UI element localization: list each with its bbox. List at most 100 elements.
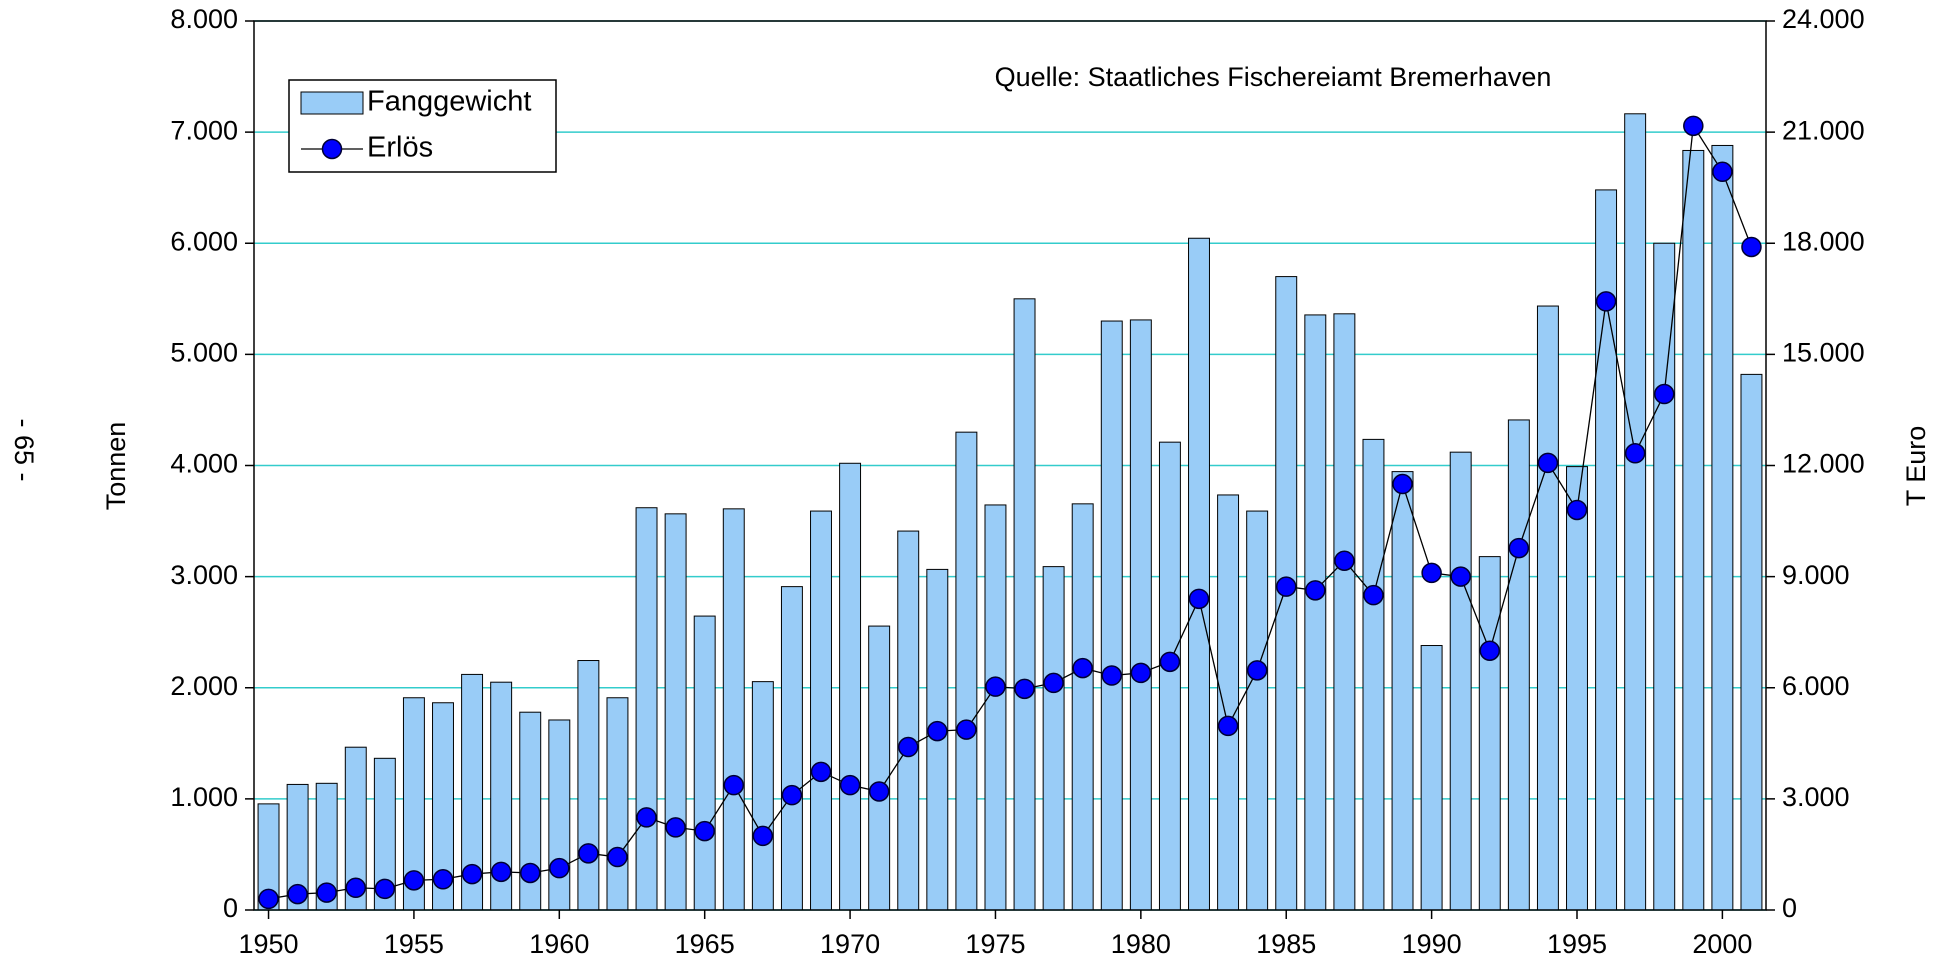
marker: [1508, 537, 1530, 559]
marker: [1072, 657, 1093, 679]
bar: [1246, 510, 1269, 911]
marker: [1392, 473, 1413, 495]
marker: [1683, 115, 1704, 137]
legend-swatch: [300, 91, 364, 115]
x-tick-label: 1965: [675, 929, 735, 959]
y-tick-label: 6.000: [170, 226, 238, 256]
marker: [1188, 588, 1210, 610]
x-tick-label: 2000: [1692, 929, 1752, 959]
marker: [1450, 566, 1471, 587]
line: [268, 123, 1753, 900]
y-tick-label: 3.000: [170, 560, 238, 590]
y2-tick-label: 9.000: [1782, 560, 1850, 590]
bar: [548, 719, 571, 911]
marker: [519, 862, 541, 884]
annotation: Quelle: Staatliches Fischereiamt Bremerh…: [995, 62, 1552, 92]
marker: [403, 870, 425, 891]
marker: [1246, 660, 1268, 681]
bar: [1100, 320, 1123, 911]
bar: [635, 507, 658, 911]
legend-label: Erlös: [367, 132, 433, 164]
y2-tick-label: 18.000: [1782, 226, 1865, 256]
marker: [1421, 562, 1442, 584]
bar: [1304, 314, 1327, 911]
marker: [345, 877, 367, 899]
bar: [868, 625, 891, 911]
marker: [1275, 576, 1297, 597]
marker: [1653, 383, 1675, 405]
y2-tick-label: 21.000: [1782, 115, 1865, 145]
x-tick-label: 1985: [1256, 929, 1316, 959]
y2-tick-label: 6.000: [1782, 671, 1850, 701]
bar: [1449, 451, 1472, 911]
marker: [461, 863, 483, 885]
y-tick-label: 1.000: [170, 782, 238, 812]
x-tick-label: 1950: [238, 929, 298, 959]
x-tick-label: 1990: [1402, 929, 1462, 959]
marker: [752, 825, 774, 847]
marker: [1334, 550, 1355, 571]
bar: [1333, 313, 1356, 911]
bar: [984, 504, 1007, 911]
bar: [1362, 438, 1385, 911]
bar: [751, 681, 774, 911]
marker: [607, 846, 628, 868]
marker: [578, 843, 599, 864]
marker: [1566, 499, 1588, 521]
marker: [1305, 580, 1326, 601]
bar: [577, 660, 600, 911]
bar: [1536, 305, 1559, 911]
marker: [1101, 665, 1123, 686]
marker: [781, 784, 803, 806]
bar: [1391, 471, 1414, 911]
x-tick-label: 1960: [529, 929, 589, 959]
marker: [1159, 651, 1181, 673]
bar: [1420, 645, 1443, 911]
bar: [1653, 242, 1676, 911]
y-tick-label: 8.000: [170, 4, 238, 34]
legend-marker: [321, 138, 343, 160]
y2-tick-label: 24.000: [1782, 4, 1865, 34]
y-tick-label: 7.000: [170, 115, 238, 145]
y2-tick-label: 0: [1782, 893, 1797, 923]
x-tick-label: 1975: [965, 929, 1025, 959]
y2-tick-label: 15.000: [1782, 338, 1865, 368]
bar: [1042, 566, 1065, 911]
x-tick-label: 1995: [1547, 929, 1607, 959]
x-tick-label: 1980: [1111, 929, 1171, 959]
marker: [956, 719, 977, 740]
marker: [1479, 640, 1501, 661]
bar: [810, 510, 832, 911]
bar: [1507, 419, 1530, 911]
marker: [1130, 662, 1152, 684]
marker: [694, 820, 715, 842]
marker: [636, 807, 657, 828]
marker: [839, 774, 861, 796]
x-tick-label: 1955: [384, 929, 444, 959]
marker: [287, 883, 308, 905]
marker: [258, 888, 279, 910]
marker: [985, 676, 1006, 697]
x-tick-label: 1970: [820, 929, 880, 959]
bar: [1158, 441, 1181, 911]
marker: [1595, 291, 1617, 312]
y-tick-label: 5.000: [170, 338, 238, 368]
bar: [1013, 298, 1036, 911]
plot-frame: [253, 20, 1767, 911]
y-tick-label: 0: [223, 893, 238, 923]
marker: [1014, 678, 1035, 700]
y2-tick-label: 12.000: [1782, 449, 1865, 479]
bar: [664, 513, 687, 911]
bar: [1188, 237, 1210, 911]
bar: [693, 615, 716, 911]
y-tick-label: 4.000: [170, 449, 238, 479]
marker: [868, 781, 890, 802]
y2-tick-label: 3.000: [1782, 782, 1850, 812]
marker: [1363, 584, 1384, 606]
bar: [1682, 149, 1705, 911]
marker: [1043, 672, 1064, 694]
bar: [606, 697, 629, 911]
bar: [1129, 319, 1152, 911]
bar: [1566, 466, 1588, 911]
